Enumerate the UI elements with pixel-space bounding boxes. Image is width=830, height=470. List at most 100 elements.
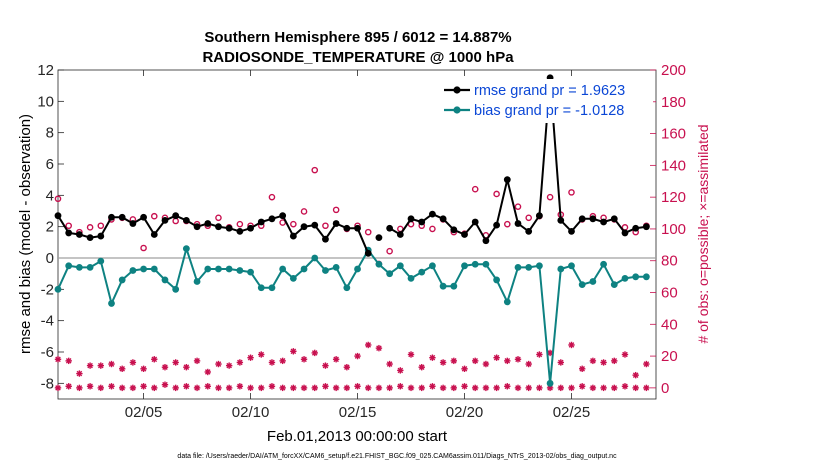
rmse-data-point <box>642 223 650 231</box>
obs-possible-marker <box>322 222 329 230</box>
obs-possible-marker <box>514 203 522 210</box>
rmse-data-point <box>182 217 190 224</box>
y-tick-label: 8 <box>46 125 54 142</box>
obs-assimilated-marker <box>183 364 190 371</box>
obs-assimilated-marker <box>258 351 265 358</box>
bias-data-point <box>118 276 126 284</box>
bias-data-point <box>589 278 597 285</box>
rmse-data-point <box>129 220 137 227</box>
obs-assimilated-marker <box>482 384 490 392</box>
legend: rmse grand pr = 1.9623 bias grand pr = -… <box>443 79 653 123</box>
rmse-data-point <box>300 223 308 231</box>
rmse-data-point <box>632 224 640 232</box>
obs-possible-marker <box>493 190 500 198</box>
obs-assimilated-marker <box>589 357 597 365</box>
obs-assimilated-marker <box>118 365 126 373</box>
obs-assimilated-marker <box>429 383 436 390</box>
obs-assimilated-marker <box>108 383 115 390</box>
rmse-data-point <box>247 224 254 232</box>
obs-assimilated-marker <box>418 384 425 392</box>
obs-possible-marker <box>504 220 511 228</box>
rmse-data-point <box>493 221 501 229</box>
bias-data-point <box>65 262 73 270</box>
rmse-data-point <box>236 227 244 235</box>
rmse-data-point <box>418 218 426 226</box>
obs-assimilated-marker <box>611 357 618 365</box>
obs-possible-marker <box>546 193 554 201</box>
obs-assimilated-marker <box>172 384 179 392</box>
bias-data-point <box>97 257 105 265</box>
bias-data-point <box>182 245 190 253</box>
y-tick-label: 0 <box>46 250 54 267</box>
obs-possible-marker <box>150 212 158 220</box>
rmse-data-point <box>407 215 415 223</box>
rmse-data-point <box>600 218 607 226</box>
obs-assimilated-marker <box>568 384 575 392</box>
obs-assimilated-marker <box>279 357 286 365</box>
obs-assimilated-marker <box>450 384 458 392</box>
bias-data-point <box>632 273 640 281</box>
rmse-data-point <box>461 231 468 238</box>
bias-data-point <box>108 300 115 307</box>
obs-assimilated-marker <box>86 362 94 369</box>
bias-data-point <box>140 265 147 273</box>
x-tick-label: 02/10 <box>232 404 270 421</box>
y-right-tick-label: 200 <box>661 62 686 79</box>
bias-data-point <box>300 265 308 273</box>
bias-data-point <box>375 260 383 268</box>
rmse-data-point <box>150 231 158 238</box>
rmse-data-point <box>578 215 586 223</box>
obs-assimilated-marker <box>600 359 607 366</box>
obs-assimilated-marker <box>311 349 318 357</box>
bias-data-point <box>610 281 618 289</box>
obs-possible-marker <box>140 244 147 252</box>
bias-data-point <box>332 264 340 271</box>
obs-assimilated-marker <box>225 384 233 392</box>
obs-assimilated-marker <box>375 384 383 392</box>
rmse-data-point <box>503 176 511 184</box>
obs-assimilated-marker <box>429 354 436 361</box>
obs-assimilated-marker <box>343 364 351 371</box>
bias-data-point <box>450 282 458 290</box>
rmse-data-point <box>118 213 126 221</box>
obs-assimilated-marker <box>514 356 522 363</box>
obs-assimilated-marker <box>236 383 244 390</box>
rmse-data-point <box>439 215 447 223</box>
obs-assimilated-marker <box>514 384 522 392</box>
rmse-data-point <box>589 215 597 223</box>
y-right-tick-label: 160 <box>661 126 686 143</box>
bias-data-point <box>268 284 276 292</box>
x-tick-label: 02/15 <box>339 404 377 421</box>
obs-assimilated-marker <box>643 360 650 368</box>
rmse-data-point <box>215 223 222 231</box>
rmse-data-point <box>568 227 575 235</box>
obs-assimilated-marker <box>129 359 137 366</box>
obs-assimilated-marker <box>386 360 393 368</box>
obs-assimilated-marker <box>97 362 104 369</box>
obs-assimilated-marker <box>236 359 244 366</box>
obs-possible-marker <box>268 193 276 201</box>
legend-box <box>443 79 653 123</box>
obs-assimilated-marker <box>129 384 137 392</box>
bias-data-point <box>236 267 244 274</box>
rmse-data-point <box>161 217 169 224</box>
obs-possible-marker <box>97 222 105 230</box>
rmse-data-point <box>86 234 94 242</box>
obs-assimilated-marker <box>300 384 308 392</box>
y-right-tick-label: 40 <box>661 316 678 333</box>
rmse-data-point <box>343 224 351 232</box>
obs-assimilated-marker <box>140 365 147 373</box>
obs-assimilated-marker <box>118 384 126 392</box>
rmse-data-point <box>535 212 543 220</box>
obs-assimilated-marker <box>493 384 500 392</box>
obs-assimilated-marker <box>536 384 543 392</box>
chart-title: Southern Hemisphere 895 / 6012 = 14.887% <box>204 29 511 46</box>
obs-assimilated-marker <box>450 357 458 365</box>
bias-data-point <box>193 278 201 285</box>
obs-assimilated-marker <box>557 359 564 366</box>
rmse-data-point <box>375 234 383 242</box>
y-tick-label: -6 <box>41 344 54 361</box>
obs-assimilated-marker <box>568 341 575 349</box>
obs-assimilated-marker <box>76 370 83 377</box>
bias-data-point <box>461 262 468 270</box>
